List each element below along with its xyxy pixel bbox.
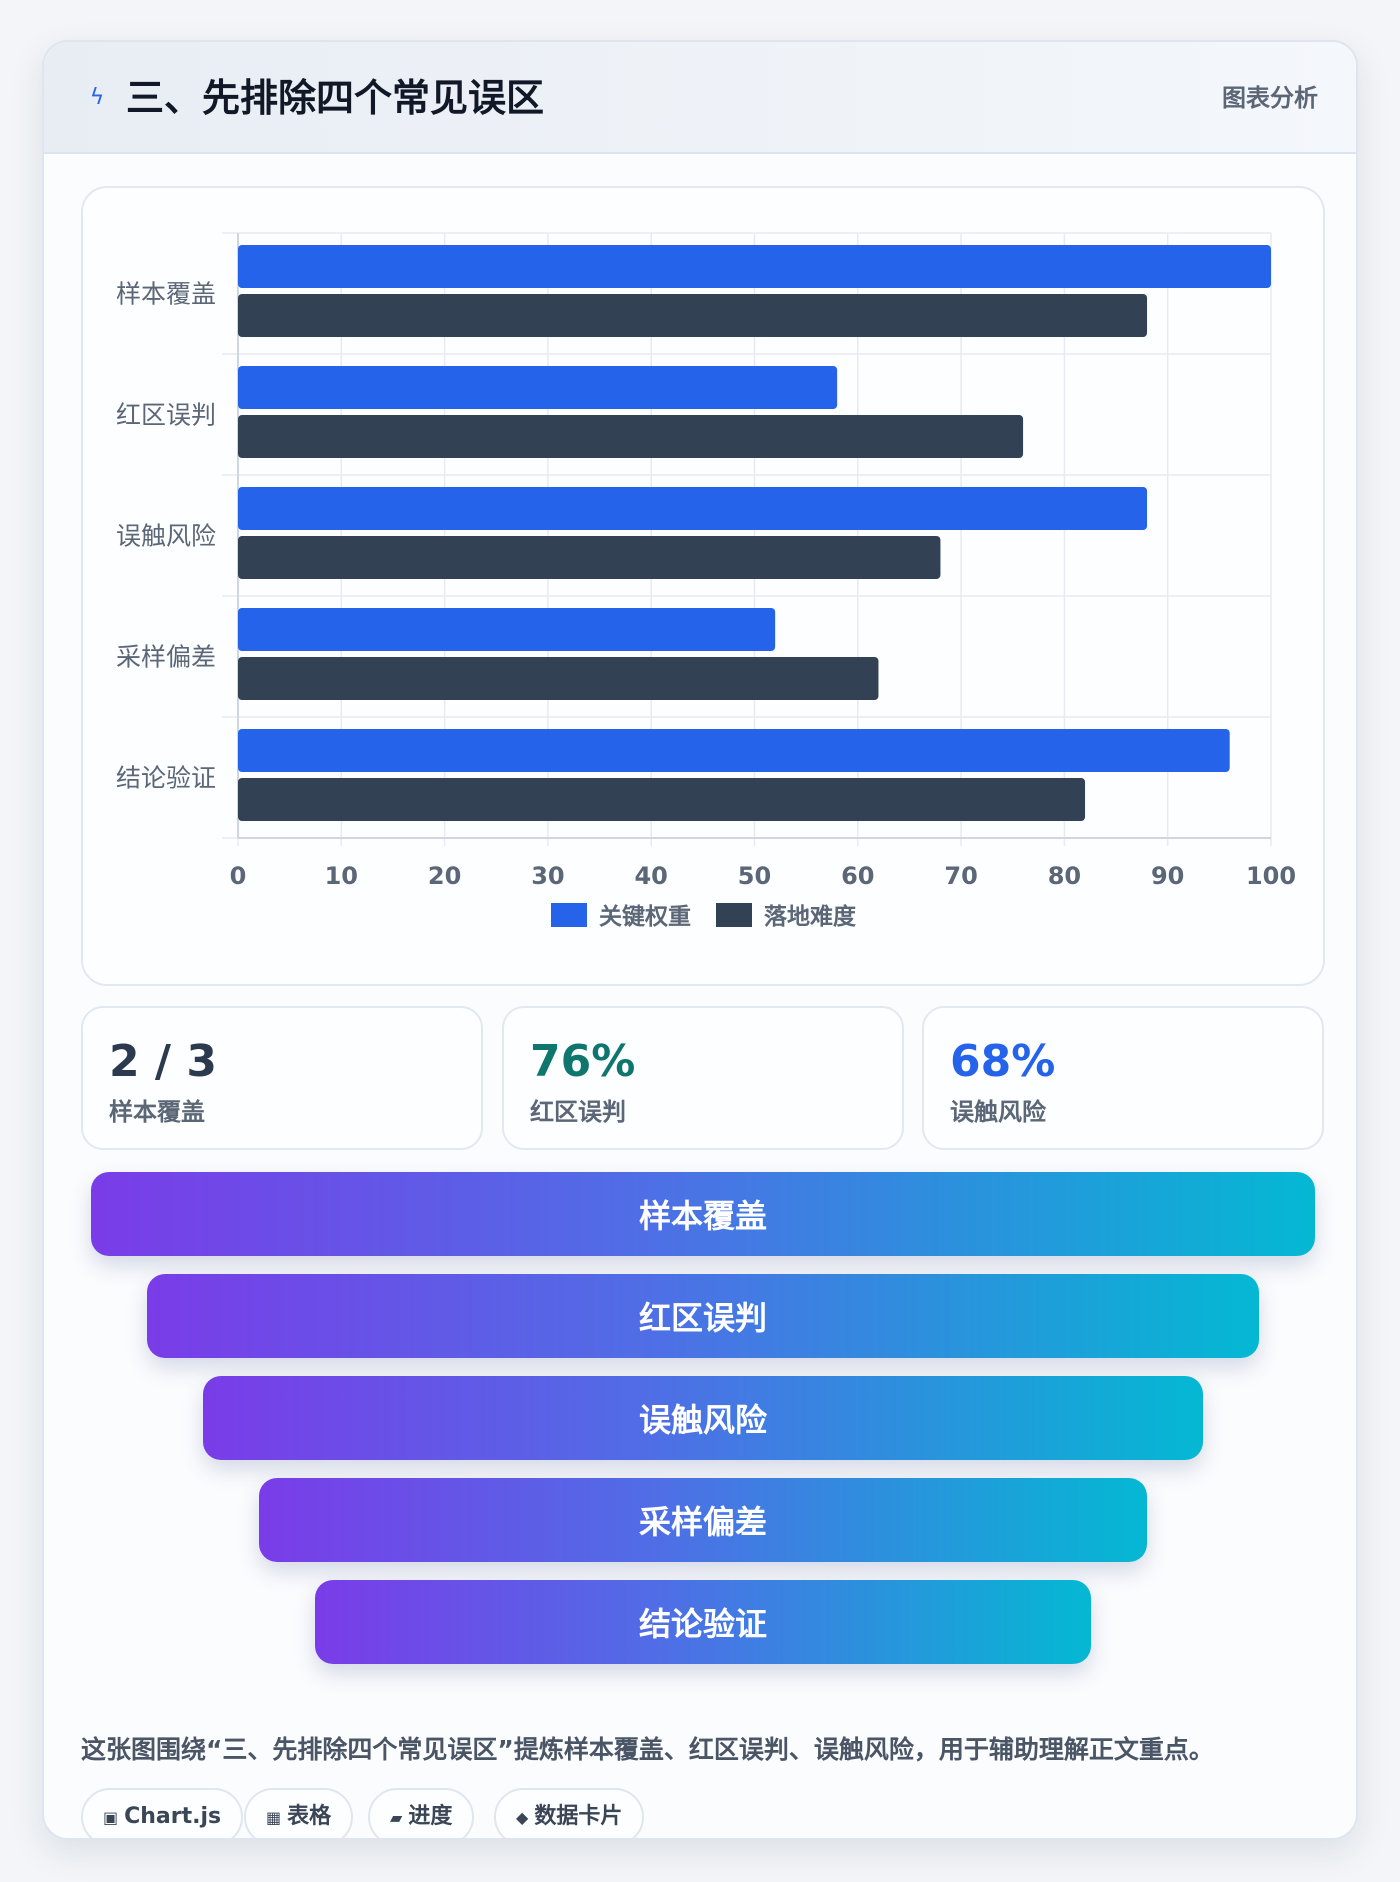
stat-value: 76%	[530, 1036, 636, 1087]
chip-label: 进度	[408, 1804, 453, 1829]
y-tick-label: 红区误判	[116, 401, 216, 430]
chip-data-card[interactable]: ◆ 数据卡片	[494, 1788, 645, 1838]
legend-label: 落地难度	[764, 903, 857, 930]
table-icon: ▦	[266, 1808, 282, 1827]
funnel-step-3: 误触风险	[203, 1376, 1203, 1460]
x-tick-label: 80	[1048, 862, 1081, 890]
y-tick-label: 采样偏差	[116, 643, 216, 672]
stat-card-misjudge: 76% 红区误判	[502, 1006, 904, 1150]
section-title: 三、先排除四个常见误区	[126, 76, 545, 120]
bar-difficulty	[238, 415, 1024, 458]
funnel-step-4: 采样偏差	[259, 1478, 1147, 1562]
chip-progress[interactable]: ▰ 进度	[368, 1788, 475, 1838]
x-tick-label: 40	[634, 862, 667, 890]
stat-card-risk: 68% 误触风险	[922, 1006, 1324, 1150]
legend-label: 关键权重	[599, 903, 691, 930]
bar-difficulty	[238, 778, 1086, 821]
x-tick-label: 10	[325, 862, 358, 890]
x-tick-label: 50	[738, 862, 771, 890]
bar-difficulty	[238, 294, 1148, 337]
x-tick-label: 70	[944, 862, 977, 890]
x-tick-label: 60	[841, 862, 874, 890]
bar-key-weight	[238, 245, 1271, 288]
chart-analysis-tag: 图表分析	[1222, 84, 1318, 112]
chart-card: ϟ 三、先排除四个常见误区 图表分析 样本覆盖 红区误判 误触风险 采样偏差 结论验证 0…	[42, 40, 1358, 1840]
stat-label: 红区误判	[530, 1098, 626, 1126]
bar-key-weight	[238, 608, 776, 651]
x-tick-label: 0	[230, 862, 247, 890]
funnel-step-1: 样本覆盖	[91, 1172, 1315, 1256]
chart-caption: 这张图围绕“三、先排除四个常见误区”提炼样本覆盖、红区误判、误触风险，用于辅助理…	[81, 1735, 1214, 1764]
bar-difficulty	[238, 657, 879, 700]
card-header: ϟ 三、先排除四个常见误区 图表分析	[44, 42, 1356, 154]
y-tick-label: 结论验证	[116, 764, 216, 793]
progress-icon: ▰	[390, 1808, 403, 1827]
legend-swatch	[716, 903, 752, 927]
y-tick-label: 误触风险	[116, 522, 216, 551]
stat-label: 样本覆盖	[109, 1098, 205, 1126]
funnel-step-5: 结论验证	[315, 1580, 1091, 1664]
y-tick-label: 样本覆盖	[116, 280, 216, 309]
x-tick-label: 90	[1151, 862, 1184, 890]
bar-difficulty	[238, 536, 941, 579]
lightning-icon: ϟ	[89, 85, 105, 110]
stat-value: 2 / 3	[109, 1036, 217, 1087]
bar-key-weight	[238, 729, 1230, 772]
chip-label: Chart.js	[124, 1804, 222, 1829]
chip-label: 表格	[287, 1804, 332, 1829]
x-tick-label: 20	[428, 862, 461, 890]
chip-table[interactable]: ▦ 表格	[244, 1788, 354, 1838]
chart-container: 样本覆盖红区误判误触风险采样偏差结论验证 0 10 20 30 40 50 60 70 80 90 1…	[81, 186, 1325, 986]
x-tick-label: 100	[1246, 862, 1296, 890]
chart-icon: ▣	[103, 1808, 119, 1827]
bar-key-weight	[238, 487, 1148, 530]
legend-swatch	[551, 903, 587, 927]
funnel-step-2: 红区误判	[147, 1274, 1259, 1358]
x-tick-label: 30	[531, 862, 564, 890]
stat-label: 误触风险	[950, 1098, 1046, 1126]
bar-key-weight	[238, 366, 838, 409]
stat-card-coverage: 2 / 3 样本覆盖	[81, 1006, 483, 1150]
chip-chartjs[interactable]: ▣ Chart.js	[81, 1788, 244, 1838]
stat-value: 68%	[950, 1036, 1056, 1087]
chip-label: 数据卡片	[534, 1804, 623, 1829]
data-card-icon: ◆	[516, 1808, 529, 1827]
